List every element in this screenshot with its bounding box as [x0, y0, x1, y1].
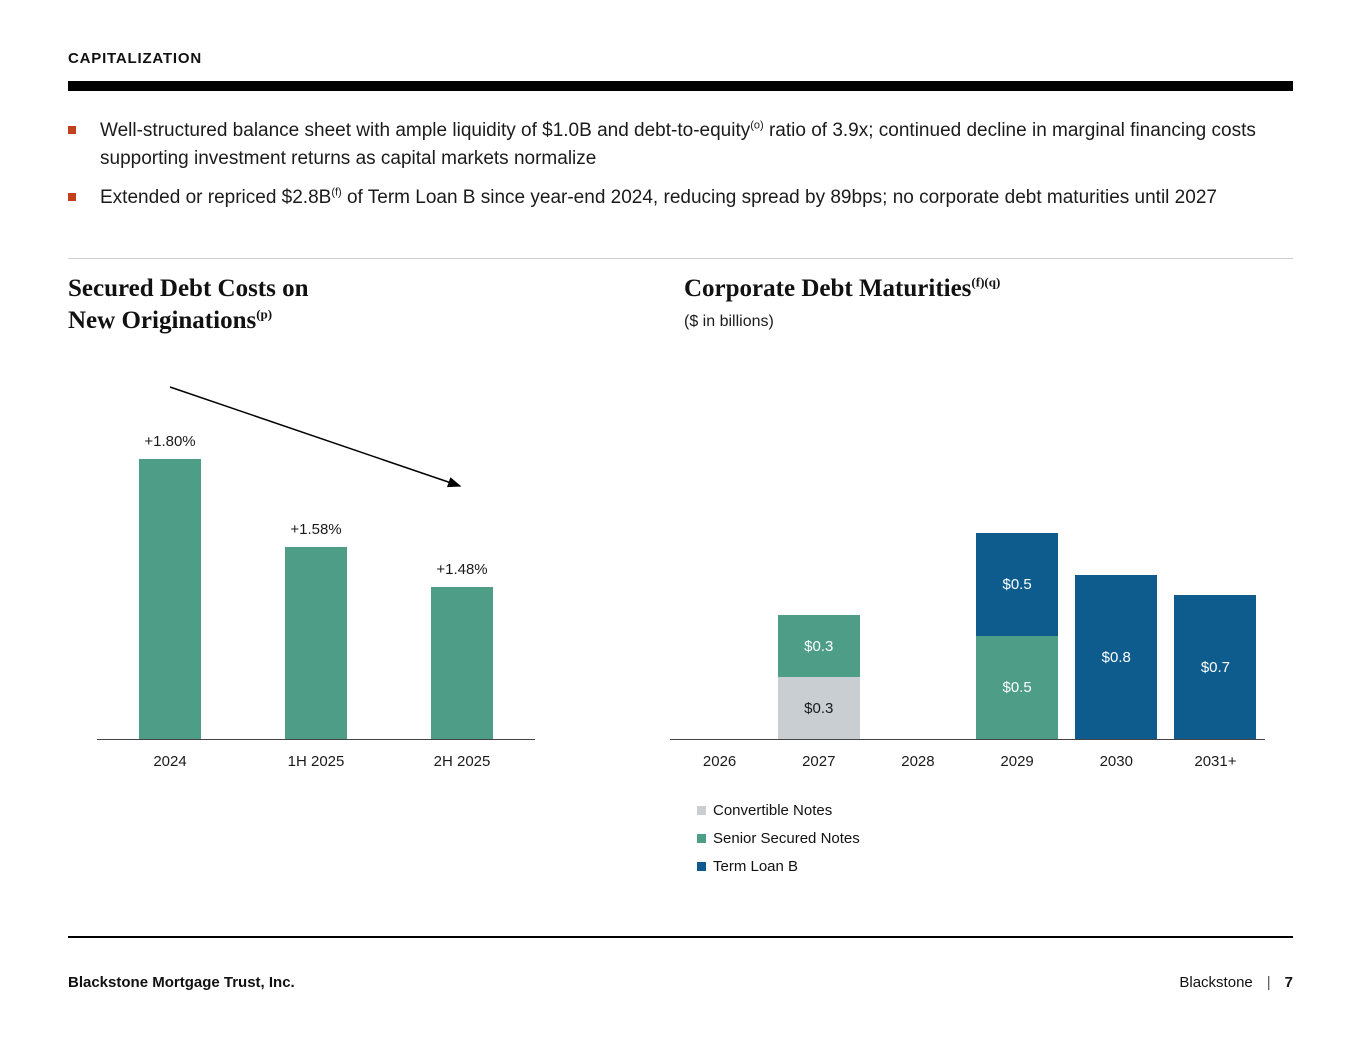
corporate-debt-chart: $0.3 $0.3 $0.5 $0.5 $0.8 $0.7 2026 2027 2028 202… [670, 331, 1293, 770]
legend-label: Convertible Notes [713, 802, 833, 820]
stacked-bar-group: $0.7 [1166, 595, 1265, 740]
x-axis-labels: 2024 1H 2025 2H 2025 [97, 753, 535, 770]
segment-value-label: $0.3 [804, 637, 834, 655]
legend: Convertible Notes Senior Secured Notes Ter… [697, 802, 1293, 875]
bullet-square-icon [68, 126, 76, 134]
segment-value-label: $0.7 [1200, 658, 1231, 676]
bar-value-label: +1.80% [144, 432, 196, 450]
bullet-text: Well-structured balance sheet with ample… [100, 117, 1293, 172]
segment-value-label: $0.8 [1101, 648, 1131, 666]
bullet-text-after: ratio of 3.9x; continued decline in marg… [100, 120, 1256, 169]
stacked-bar: $0.3 $0.3 [777, 615, 860, 740]
bar-segment: $0.3 [777, 615, 860, 678]
bar [139, 458, 201, 739]
legend-label: Senior Secured Notes [713, 830, 860, 848]
footer-company: Blackstone Mortgage Trust, Inc. [68, 974, 295, 991]
bar-segment: $0.7 [1174, 595, 1257, 740]
bullet-square-icon [68, 193, 76, 202]
secured-debt-chart-section: Secured Debt Costs on New Originations(p)… [68, 273, 684, 893]
legend-swatch-icon [697, 834, 706, 844]
x-axis-label: 2028 [901, 753, 935, 771]
x-axis-line [670, 739, 1265, 741]
bar-segment: $0.3 [777, 677, 860, 740]
footnote-marker: (f) [331, 186, 342, 199]
bullet-list: Well-structured balance sheet with ample… [68, 117, 1293, 212]
bar-group: +1.80% [97, 433, 243, 739]
charts-row: Secured Debt Costs on New Originations(p)… [68, 273, 1293, 893]
stacked-bar: $0.5 $0.5 [976, 533, 1059, 740]
title-underline-bar [68, 81, 1293, 91]
bullet-text: Extended or repriced $2.8B(f) of Term Lo… [100, 184, 1217, 212]
segment-value-label: $0.5 [1002, 679, 1032, 697]
page-title: CAPITALIZATION [68, 50, 202, 67]
segment-value-label: $0.3 [804, 699, 834, 717]
x-axis-line [97, 738, 535, 740]
bar-segment: $0.5 [976, 636, 1059, 740]
bullet-text-after: of Term Loan B since year-end 2024, redu… [341, 187, 1217, 209]
bar-value-label: +1.48% [436, 560, 488, 578]
downward-trend-arrow-icon [169, 385, 462, 487]
left-chart-title-line2: New Originations [68, 307, 257, 335]
bar-segment: $0.8 [1075, 575, 1158, 740]
stacked-bar: $0.8 [1075, 575, 1158, 740]
footnote-marker: (p) [256, 306, 273, 322]
bar [285, 546, 347, 739]
footer-page-number: 7 [1284, 974, 1293, 991]
footnote-marker: (o) [750, 119, 764, 132]
footnote-marker: (f)(q) [971, 274, 1001, 290]
x-axis-label: 2027 [802, 753, 836, 771]
x-axis-label: 2029 [1000, 753, 1034, 771]
segment-value-label: $0.5 [1002, 576, 1032, 594]
right-chart-subtitle: ($ in billions) [684, 313, 774, 331]
header: CAPITALIZATION [68, 50, 1293, 91]
right-chart-title: Corporate Debt Maturities(f)(q) [684, 273, 1293, 306]
bullet-text-before: Extended or repriced $2.8B [100, 187, 332, 209]
bar-segment: $0.5 [976, 533, 1059, 637]
x-axis-label: 2031+ [1194, 753, 1237, 771]
bullet-item: Extended or repriced $2.8B(f) of Term Lo… [68, 184, 1293, 212]
legend-item: Term Loan B [697, 858, 1293, 875]
footer-rule [68, 936, 1293, 938]
legend-item: Senior Secured Notes [697, 830, 1293, 847]
legend-swatch-icon [697, 806, 706, 816]
stacked-bar-group: $0.3 $0.3 [769, 615, 868, 740]
stacked-bar-group: $0.8 [1067, 575, 1166, 740]
footer-separator: | [1266, 974, 1271, 991]
bar [431, 586, 493, 739]
x-axis-label: 1H 2025 [287, 752, 345, 770]
left-chart-title: Secured Debt Costs on New Originations(p) [68, 273, 684, 338]
x-axis-label: 2026 [702, 753, 737, 771]
section-divider [68, 257, 1293, 259]
corporate-debt-chart-section: Corporate Debt Maturities(f)(q) ($ in bi… [670, 273, 1293, 893]
legend-label: Term Loan B [713, 858, 799, 876]
stacked-bar-group: $0.5 $0.5 [968, 533, 1067, 740]
footer-row: Blackstone Mortgage Trust, Inc. Blacksto… [68, 974, 1293, 991]
legend-item: Convertible Notes [697, 802, 1293, 819]
legend-swatch-icon [697, 862, 706, 872]
secured-debt-chart: +1.80% +1.58% +1.48% 2024 1H 2025 2H 2025 [68, 340, 684, 770]
footer-brand: Blackstone [1179, 974, 1253, 991]
x-axis-label: 2H 2025 [433, 752, 491, 770]
bullet-text-before: Well-structured balance sheet with ample… [100, 120, 751, 141]
bar-value-label: +1.58% [290, 520, 342, 538]
footer-brand-block: Blackstone | 7 [1179, 974, 1293, 991]
bar-group: +1.58% [243, 521, 389, 739]
x-axis-label: 2030 [1099, 753, 1133, 771]
x-axis-label: 2024 [153, 752, 187, 770]
left-chart-title-line1: Secured Debt Costs on [68, 274, 309, 302]
bar-group: +1.48% [389, 561, 535, 739]
x-axis-labels: 2026 2027 2028 2029 2030 2031+ [670, 753, 1265, 770]
bar-group-container: +1.80% +1.58% +1.48% [97, 433, 535, 739]
stacked-bar-container: $0.3 $0.3 $0.5 $0.5 $0.8 $0.7 [670, 533, 1265, 740]
bullet-item: Well-structured balance sheet with ample… [68, 117, 1293, 172]
stacked-bar: $0.7 [1174, 595, 1257, 740]
footer: Blackstone Mortgage Trust, Inc. Blacksto… [68, 936, 1293, 991]
right-chart-title-text: Corporate Debt Maturities [684, 274, 972, 302]
